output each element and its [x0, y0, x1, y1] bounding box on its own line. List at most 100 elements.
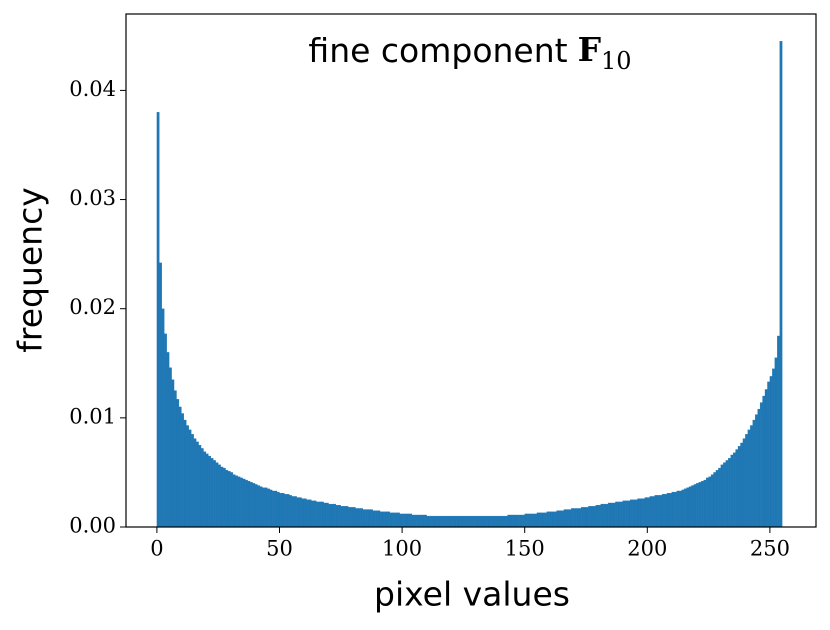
bar	[563, 509, 567, 528]
bar	[176, 399, 180, 528]
bar	[576, 508, 579, 528]
bar	[539, 512, 543, 528]
bar	[325, 502, 329, 528]
bar	[271, 490, 275, 528]
bar	[764, 389, 768, 528]
bar	[306, 499, 310, 528]
x-tick-label: 200	[627, 537, 667, 561]
bar	[245, 479, 248, 528]
y-tick-label: 0.00	[69, 514, 116, 538]
bar	[710, 474, 714, 528]
bar	[468, 515, 471, 528]
bar	[370, 509, 373, 528]
bar	[490, 515, 493, 528]
bar	[269, 489, 273, 528]
bar	[750, 425, 753, 528]
bar	[404, 513, 408, 528]
bar	[725, 460, 729, 528]
bar	[362, 509, 366, 528]
bar	[330, 503, 334, 528]
plot-frame	[125, 13, 817, 528]
bar	[262, 487, 265, 528]
bar	[688, 486, 692, 528]
bar	[436, 515, 440, 528]
bar	[553, 511, 557, 528]
bar	[723, 462, 726, 528]
bar	[598, 505, 601, 528]
bar	[235, 475, 238, 528]
bar	[531, 513, 535, 528]
bar	[208, 455, 211, 528]
x-tick-label: 100	[382, 537, 422, 561]
bar	[519, 514, 523, 528]
bar	[686, 487, 690, 528]
bar	[438, 515, 442, 528]
bar	[169, 367, 172, 528]
bar	[181, 413, 185, 528]
bar	[316, 501, 319, 528]
bar	[311, 500, 314, 528]
bar	[767, 381, 771, 528]
bar	[345, 506, 349, 528]
bar	[249, 482, 253, 528]
bar	[625, 500, 628, 528]
bar	[193, 438, 197, 528]
bar	[573, 508, 577, 528]
bar	[455, 515, 459, 528]
bar	[296, 497, 300, 528]
bar	[585, 507, 589, 528]
bar	[377, 510, 381, 528]
bar	[551, 511, 555, 528]
bar	[735, 449, 739, 528]
bar	[590, 506, 594, 528]
bar	[701, 481, 704, 528]
y-tick-label: 0.03	[69, 186, 116, 210]
bar	[350, 507, 354, 528]
bar	[421, 514, 425, 528]
bar	[200, 448, 204, 528]
bar	[333, 503, 337, 528]
bar	[649, 496, 653, 528]
bar	[166, 352, 170, 528]
bar	[303, 498, 307, 528]
bar	[178, 406, 182, 528]
bar	[698, 482, 702, 528]
bar	[654, 495, 658, 528]
bar	[492, 515, 496, 528]
bar	[634, 499, 638, 528]
bar	[286, 494, 290, 528]
bar	[732, 452, 736, 528]
bar	[627, 500, 631, 528]
bar	[460, 515, 464, 528]
y-tick-label: 0.02	[69, 295, 116, 319]
bar	[411, 514, 415, 528]
x-axis-label: pixel values	[374, 575, 570, 614]
bar	[446, 515, 449, 528]
bar	[433, 515, 437, 528]
bar	[382, 511, 386, 528]
bar	[340, 506, 344, 528]
bar	[475, 515, 479, 528]
bar	[669, 493, 672, 528]
bar	[676, 490, 680, 528]
bar	[514, 514, 518, 528]
bar	[777, 335, 780, 528]
bar	[443, 515, 447, 528]
bar	[355, 508, 359, 528]
bar	[372, 510, 376, 528]
bar	[527, 513, 530, 528]
bar	[203, 451, 207, 528]
bar	[666, 493, 670, 528]
bar	[568, 509, 572, 528]
chart-title: fine component F10	[308, 30, 631, 75]
bar	[708, 476, 712, 528]
bar	[463, 515, 467, 528]
bar	[730, 454, 734, 528]
y-tick-label: 0.01	[69, 404, 116, 428]
bar	[308, 499, 312, 528]
bar	[642, 498, 645, 528]
bar	[191, 434, 194, 528]
x-tick-label: 250	[750, 537, 790, 561]
bar	[247, 481, 251, 528]
bar	[279, 493, 283, 528]
